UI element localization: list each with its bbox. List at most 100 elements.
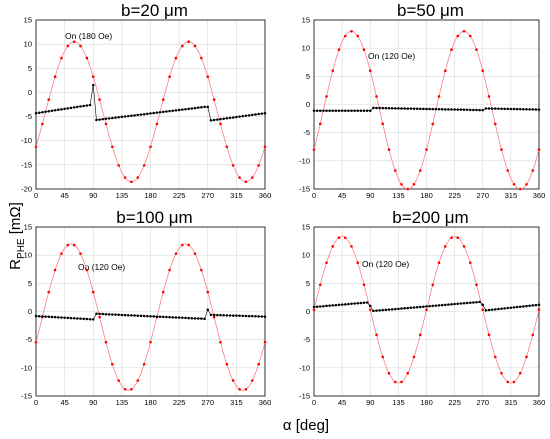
on-series-point: [111, 145, 114, 149]
off-series-point: [254, 113, 257, 116]
y-tick-label: -5: [303, 335, 310, 344]
on-series-point: [456, 34, 460, 38]
off-series-point: [184, 316, 187, 320]
off-series-point: [142, 112, 146, 116]
off-series-point: [409, 107, 413, 110]
off-series-point: [219, 117, 222, 121]
x-tick-label: 90: [366, 398, 374, 407]
off-series-point: [531, 304, 534, 307]
on-series-point: [60, 252, 63, 256]
on-series-point: [117, 379, 120, 382]
x-tick-label: 360: [533, 398, 546, 407]
off-series-point: [322, 109, 325, 112]
off-series-point: [378, 309, 381, 312]
on-series-point: [343, 236, 347, 239]
off-series-point: [353, 109, 356, 112]
off-series-point: [328, 109, 331, 112]
off-series-point: [63, 316, 66, 319]
off-series-point: [158, 315, 162, 318]
off-series-point: [319, 109, 322, 112]
off-series-point: [394, 107, 397, 110]
off-series-point: [152, 315, 155, 318]
on-series-point: [66, 243, 70, 247]
on-series-point: [98, 98, 101, 101]
on-series-point: [47, 290, 51, 294]
off-series-point: [79, 105, 82, 108]
panel-title: b=100 μm: [116, 208, 192, 227]
off-series-point: [82, 317, 85, 321]
off-series-point: [101, 117, 105, 121]
y-tick-label: -10: [21, 136, 32, 145]
y-tick-label: 15: [302, 16, 310, 25]
on-series-point: [343, 34, 347, 38]
off-series-point: [107, 313, 111, 316]
on-series-point: [174, 56, 178, 60]
on-series-point: [400, 182, 403, 186]
off-series-point: [181, 316, 184, 320]
y-tick-label: 15: [302, 223, 310, 232]
off-series-point: [340, 109, 344, 112]
on-series-point: [437, 95, 441, 98]
off-series-point: [469, 108, 472, 112]
off-series-point: [515, 305, 519, 309]
x-tick-label: 45: [338, 398, 346, 407]
off-series-point: [472, 301, 475, 304]
on-series-point: [117, 164, 120, 167]
off-series-point: [123, 115, 127, 118]
on-series-point: [225, 145, 229, 149]
y-tick-label: -15: [21, 160, 32, 169]
off-series-point: [415, 107, 419, 111]
x-tick-label: 225: [173, 191, 186, 200]
x-tick-label: 270: [476, 191, 489, 200]
chart-panel-1: 0 45 90 135 180 225 270 315 360 -20 -15 -10 -5 0 5 10 15…: [21, 1, 271, 200]
on-series-point: [200, 56, 203, 60]
on-series-point: [381, 122, 385, 126]
on-series-point: [206, 75, 210, 79]
off-series-point: [325, 109, 328, 112]
off-series-point: [397, 307, 400, 311]
off-series-point: [203, 317, 206, 321]
off-series-point: [85, 317, 89, 321]
on-series-point: [350, 245, 353, 248]
on-series-point: [206, 290, 210, 294]
off-series-point: [114, 116, 117, 119]
on-series-point: [174, 252, 178, 256]
off-series-point: [187, 316, 190, 320]
on-series-point: [531, 169, 535, 172]
off-series-point: [484, 309, 488, 312]
on-series-point: [263, 340, 267, 344]
off-series-point: [440, 303, 444, 307]
x-tick-label: 135: [116, 398, 129, 407]
off-series-point: [63, 107, 66, 111]
on-series-point: [312, 308, 316, 312]
y-tick-label: -10: [299, 363, 310, 372]
off-series-point: [139, 113, 143, 116]
off-series-point: [522, 305, 525, 308]
on-series-point: [168, 268, 171, 272]
off-series-point: [95, 118, 98, 122]
off-series-point: [171, 316, 175, 319]
on-series-point: [493, 122, 497, 126]
on-series-point: [91, 75, 95, 79]
off-series-point: [375, 106, 378, 110]
on-series-point: [219, 122, 222, 126]
y-tick-label: 0: [28, 88, 32, 97]
off-series-point: [412, 107, 416, 110]
off-series-point: [196, 317, 200, 320]
off-series-point: [425, 305, 428, 308]
off-series-point: [85, 104, 89, 107]
y-tick-label: 15: [24, 16, 32, 25]
off-series-point: [37, 111, 41, 114]
on-series-point: [406, 187, 410, 191]
off-series-point: [216, 118, 219, 121]
x-tick-label: 315: [230, 398, 243, 407]
off-series-point: [177, 316, 181, 319]
on-series-point: [368, 69, 372, 72]
off-series-point: [263, 111, 267, 115]
off-series-point: [431, 304, 434, 308]
on-series-point: [375, 95, 378, 98]
chart-panel-4: 0 45 90 135 180 225 270 315 360 -15 -10 -5 0 5 10 15 b=2…: [299, 208, 545, 407]
x-tick-label: 270: [201, 398, 214, 407]
off-series-point: [359, 109, 363, 112]
off-series-point: [72, 317, 76, 320]
